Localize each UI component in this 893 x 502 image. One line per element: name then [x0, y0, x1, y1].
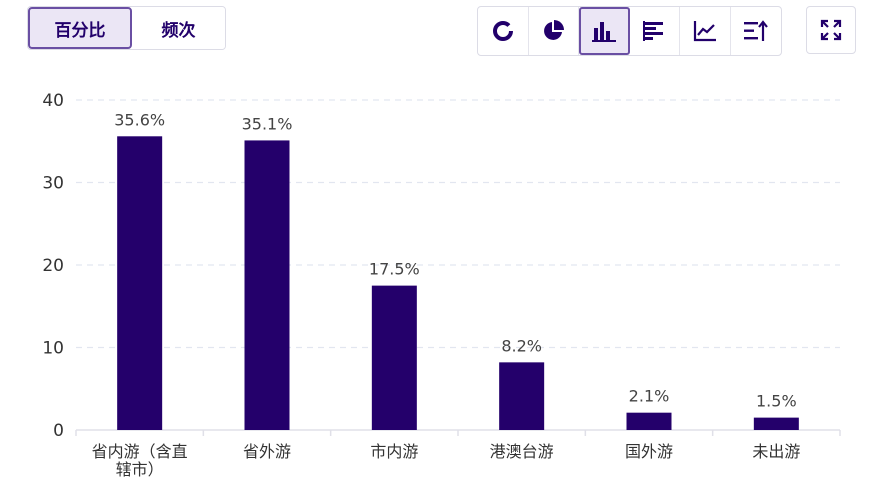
bar — [753, 417, 799, 430]
x-tick-label: 省内游（含直 — [92, 442, 188, 461]
data-label: 17.5% — [369, 260, 420, 279]
y-tick-label: 0 — [53, 421, 64, 441]
pie-chart-icon — [544, 20, 565, 40]
y-tick-label: 40 — [42, 91, 64, 111]
horizontal-bar-button[interactable] — [630, 7, 680, 55]
y-tick-label: 10 — [42, 339, 64, 359]
x-tick-label: 辖市） — [116, 460, 164, 479]
chart-type-toolbar — [477, 6, 782, 56]
horizontal-bar-icon — [643, 21, 664, 41]
y-tick-label: 30 — [42, 174, 64, 194]
donut-chart-icon — [492, 21, 513, 41]
x-tick-label: 省外游 — [243, 442, 291, 461]
line-chart-icon — [693, 21, 716, 42]
bar — [117, 136, 163, 431]
bar — [371, 285, 417, 430]
fullscreen-icon — [820, 19, 842, 41]
bar-chart-button[interactable] — [579, 7, 630, 55]
x-tick-label: 市内游 — [370, 442, 418, 461]
pie-chart-button[interactable] — [529, 7, 579, 55]
x-tick-label: 未出游 — [752, 442, 800, 461]
bar-chart-icon — [592, 22, 617, 42]
data-label: 8.2% — [501, 336, 542, 355]
x-tick-label: 港澳台游 — [490, 442, 554, 461]
sort-button[interactable] — [731, 7, 782, 55]
y-tick-label: 20 — [42, 256, 64, 276]
frequency-tab[interactable]: 频次 — [132, 7, 225, 49]
mode-toggle: 百分比 频次 — [27, 6, 226, 50]
bar — [244, 140, 290, 431]
data-label: 2.1% — [629, 387, 670, 406]
line-chart-button[interactable] — [680, 7, 731, 55]
data-label: 1.5% — [756, 392, 797, 411]
bar — [626, 412, 672, 430]
sort-icon — [743, 20, 768, 41]
data-label: 35.1% — [242, 114, 293, 133]
x-tick-label: 国外游 — [625, 442, 673, 461]
percent-tab[interactable]: 百分比 — [28, 7, 132, 49]
donut-chart-button[interactable] — [478, 7, 529, 55]
bar — [499, 362, 545, 430]
fullscreen-button[interactable] — [806, 6, 856, 54]
data-label: 35.6% — [114, 110, 165, 129]
